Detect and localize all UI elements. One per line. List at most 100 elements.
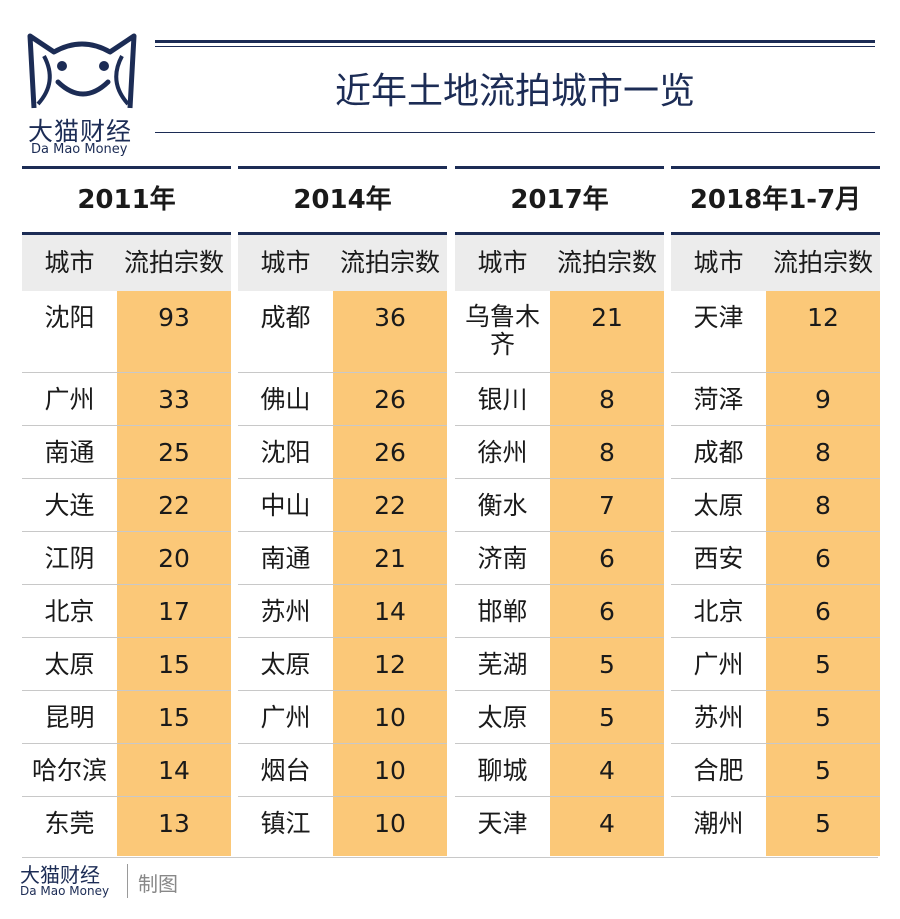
count-cell: 10: [374, 756, 406, 785]
count-cell: 4: [599, 809, 615, 838]
count-cell: 8: [599, 385, 615, 414]
table-row: 广州 5: [671, 638, 880, 691]
count-cell: 14: [158, 756, 190, 785]
table-row: 太原 15: [22, 638, 231, 691]
city-cell: 广州: [44, 385, 95, 414]
table-row: 天津 12: [671, 291, 880, 373]
footer-brand-en: Da Mao Money: [20, 884, 110, 898]
city-cell: 江阴: [44, 544, 95, 573]
count-cell: 7: [599, 491, 615, 520]
table-row: 潮州 5: [671, 797, 880, 856]
count-cell: 93: [158, 303, 190, 332]
city-cell: 太原: [477, 703, 528, 732]
count-cell: 21: [591, 303, 623, 332]
table-row: 太原 8: [671, 479, 880, 532]
city-cell: 聊城: [477, 756, 528, 785]
count-cell: 22: [158, 491, 190, 520]
table-row: 芜湖 5: [455, 638, 664, 691]
count-cell: 22: [374, 491, 406, 520]
city-cell: 太原: [260, 650, 311, 679]
title-top-rule: [155, 40, 875, 43]
city-cell: 衡水: [477, 491, 528, 520]
brand-name-cn: 大猫财经: [28, 117, 133, 146]
table-row: 合肥 5: [671, 744, 880, 797]
city-cell: 太原: [693, 491, 744, 520]
column-header-city: 城市: [44, 248, 95, 277]
city-cell: 苏州: [260, 597, 311, 626]
table-row: 南通 25: [22, 426, 231, 479]
city-cell: 合肥: [693, 756, 744, 785]
count-column-highlight: [766, 291, 880, 856]
count-cell: 12: [807, 303, 839, 332]
count-cell: 15: [158, 703, 190, 732]
table-row: 银川 8: [455, 373, 664, 426]
table-row: 苏州 14: [238, 585, 447, 638]
city-cell: 天津: [477, 809, 528, 838]
table-row: 成都 36: [238, 291, 447, 373]
table-row: 南通 21: [238, 532, 447, 585]
table-row: 哈尔滨 14: [22, 744, 231, 797]
count-cell: 26: [374, 438, 406, 467]
city-cell: 太原: [44, 650, 95, 679]
page-title: 近年土地流拍城市一览: [334, 71, 695, 112]
count-cell: 12: [374, 650, 406, 679]
year-heading: 2011年: [77, 185, 176, 215]
city-cell: 济南: [477, 544, 528, 573]
count-cell: 5: [599, 650, 615, 679]
count-cell: 5: [815, 703, 831, 732]
city-cell: 昆明: [44, 703, 95, 732]
table-row: 江阴 20: [22, 532, 231, 585]
count-column-highlight: [333, 291, 447, 856]
table-row: 东莞 13: [22, 797, 231, 856]
city-cell: 成都: [260, 303, 311, 332]
city-cell: 北京: [44, 597, 95, 626]
group-top-rule: [671, 166, 880, 169]
column-header-count: 流拍宗数: [772, 248, 873, 277]
group-top-rule: [455, 166, 664, 169]
count-cell: 6: [815, 544, 831, 573]
table-row: 苏州 5: [671, 691, 880, 744]
count-cell: 25: [158, 438, 190, 467]
footer-brand-cn: 大猫财经: [20, 863, 100, 887]
city-cell: 哈尔滨: [31, 756, 107, 785]
column-header-city: 城市: [260, 248, 311, 277]
city-cell: 天津: [693, 303, 744, 332]
count-cell: 10: [374, 809, 406, 838]
count-cell: 6: [599, 597, 615, 626]
count-cell: 20: [158, 544, 190, 573]
count-cell: 5: [815, 756, 831, 785]
count-cell: 9: [815, 385, 831, 414]
count-cell: 33: [158, 385, 190, 414]
column-header-bar: [22, 232, 231, 291]
table-row: 烟台 10: [238, 744, 447, 797]
brand-name-en: Da Mao Money: [31, 142, 128, 157]
table-row: 太原 12: [238, 638, 447, 691]
table-row: 北京 6: [671, 585, 880, 638]
city-cell: 菏泽: [693, 385, 744, 414]
city-cell: 徐州: [477, 438, 528, 467]
table-row: 菏泽 9: [671, 373, 880, 426]
title-bottom-rule: [155, 132, 875, 133]
year-heading: 2014年: [293, 185, 392, 215]
table-row: 佛山 26: [238, 373, 447, 426]
year-group: 2018年1-7月 城市 流拍宗数 天津 12 菏泽 9 成都 8 太原 8 西安 6 北京 6 广州 5 苏州 5…: [671, 166, 880, 856]
table-row: 北京 17: [22, 585, 231, 638]
city-cell: 广州: [693, 650, 744, 679]
table-row: 乌鲁木齐 21: [455, 291, 664, 373]
year-heading: 2017年: [510, 185, 609, 215]
city-cell: 沈阳: [260, 438, 311, 467]
city-cell: 大连: [44, 491, 95, 520]
column-header-bar: [238, 232, 447, 291]
footer-credit: 制图: [138, 872, 178, 896]
year-group: 2011年 城市 流拍宗数 沈阳 93 广州 33 南通 25 大连 22 江阴 20 北京 17 太原 15 昆…: [22, 166, 231, 856]
count-cell: 17: [158, 597, 190, 626]
count-cell: 6: [815, 597, 831, 626]
city-cell: 南通: [44, 438, 95, 467]
city-cell: 沈阳: [44, 303, 95, 332]
group-top-rule: [22, 166, 231, 169]
count-cell: 8: [599, 438, 615, 467]
column-header-bar: [671, 232, 880, 291]
count-cell: 36: [374, 303, 406, 332]
count-cell: 26: [374, 385, 406, 414]
table-row: 成都 8: [671, 426, 880, 479]
